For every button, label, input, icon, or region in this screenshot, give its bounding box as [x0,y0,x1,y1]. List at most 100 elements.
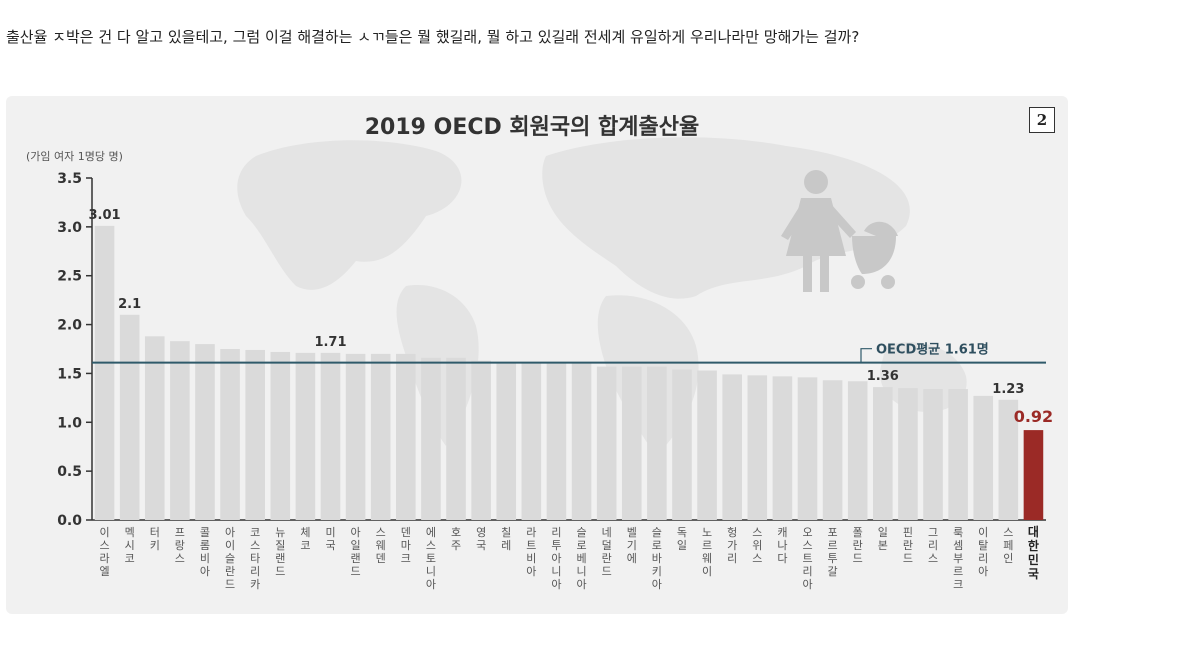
y-axis-unit-label: (가임 여자 1명당 명) [26,150,123,163]
bar [621,366,642,520]
bar [948,389,968,520]
average-label: OECD평균 1.61명 [876,342,989,358]
bar [195,344,215,520]
bar [370,353,391,520]
bar [320,352,341,520]
average-line-group: OECD평균 1.61명 [92,342,1046,364]
bar [119,314,140,520]
bar [822,380,843,520]
bar [772,376,793,520]
y-tick-label: 2.0 [57,318,82,334]
bar [220,349,240,520]
bar [144,336,165,520]
bar [471,360,491,520]
bar [847,381,868,520]
bar [898,388,918,520]
bar [596,366,617,520]
mother-with-stroller-icon [781,170,898,292]
bar [446,357,466,520]
chart-card: 2019 OECD 회원국의 합계출산율 (가임 여자 1명당 명) 0.0 0.… [6,96,1068,614]
value-label: 1.71 [314,335,346,350]
bars [94,225,1044,520]
bar [973,395,994,520]
bar [571,362,592,520]
bar [747,375,768,520]
post-text: 출산율 ㅈ박은 건 다 알고 있을테고, 그럼 이걸 해결하는 ㅅㄲ들은 뭘 했… [6,28,860,46]
bar [245,349,265,520]
bar [797,377,818,520]
value-label-highlight: 0.92 [1014,407,1053,426]
bar [496,362,517,520]
bar [647,366,667,520]
bar [345,353,366,520]
value-labels: 3.01 2.1 1.71 1.36 1.23 0.92 [89,208,1054,426]
bar [672,369,692,520]
bar [923,389,943,520]
value-label: 1.36 [867,369,899,384]
y-tick-label: 2.5 [57,269,82,285]
bar [421,357,441,520]
y-tick-label: 3.5 [57,171,82,187]
bar [998,399,1019,520]
bar [546,362,567,520]
bar [170,341,190,520]
bar [722,374,742,520]
y-tick-label: 0.0 [57,513,82,529]
bar-chart: 2019 OECD 회원국의 합계출산율 (가임 여자 1명당 명) 0.0 0.… [26,114,1054,591]
chart-title: 2019 OECD 회원국의 합계출산율 [365,114,700,140]
bar [521,362,542,520]
bar [396,353,416,520]
value-label: 2.1 [118,297,141,312]
y-tick-label: 3.0 [57,220,82,236]
bar [697,370,717,520]
category-labels: 이 스 라 엘 멕 시 코 터 키 프 랑 스 콜 롬 비 아 아 이 슬 란 드 코 스 타 리 카 뉴 질 랜 드 체 코 미 국 아 일 랜 드 스 웨… [99,525,1038,591]
value-label: 1.23 [992,382,1024,397]
y-tick-label: 1.5 [57,366,82,382]
page-badge: 2 [1029,107,1055,133]
bar-highlight [1023,430,1044,520]
bar [94,225,115,520]
bar [270,351,291,520]
average-label-leader [860,348,872,363]
bar [873,387,893,520]
y-tick-label: 0.5 [57,464,82,480]
bar [295,352,316,520]
